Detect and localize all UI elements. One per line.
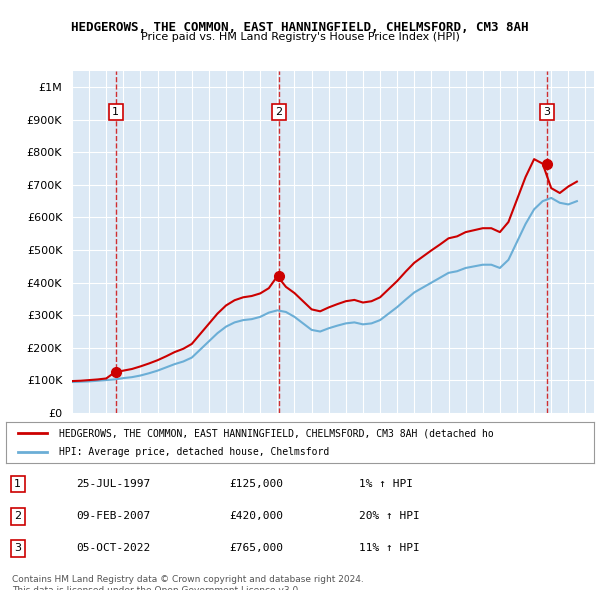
Text: 25-JUL-1997: 25-JUL-1997 [77, 479, 151, 489]
Text: 1: 1 [112, 107, 119, 117]
Text: 3: 3 [544, 107, 550, 117]
Text: HEDGEROWS, THE COMMON, EAST HANNINGFIELD, CHELMSFORD, CM3 8AH: HEDGEROWS, THE COMMON, EAST HANNINGFIELD… [71, 21, 529, 34]
Text: 2: 2 [14, 512, 22, 521]
Text: HPI: Average price, detached house, Chelmsford: HPI: Average price, detached house, Chel… [59, 447, 329, 457]
Text: £420,000: £420,000 [229, 512, 283, 521]
Text: 11% ↑ HPI: 11% ↑ HPI [359, 543, 419, 553]
Text: Contains HM Land Registry data © Crown copyright and database right 2024.
This d: Contains HM Land Registry data © Crown c… [12, 575, 364, 590]
Text: 2: 2 [275, 107, 283, 117]
Text: 09-FEB-2007: 09-FEB-2007 [77, 512, 151, 521]
Text: 3: 3 [14, 543, 21, 553]
Text: 20% ↑ HPI: 20% ↑ HPI [359, 512, 419, 521]
Text: Price paid vs. HM Land Registry's House Price Index (HPI): Price paid vs. HM Land Registry's House … [140, 32, 460, 42]
Text: £125,000: £125,000 [229, 479, 283, 489]
Text: 05-OCT-2022: 05-OCT-2022 [77, 543, 151, 553]
Text: 1: 1 [14, 479, 21, 489]
Text: £765,000: £765,000 [229, 543, 283, 553]
Text: HEDGEROWS, THE COMMON, EAST HANNINGFIELD, CHELMSFORD, CM3 8AH (detached ho: HEDGEROWS, THE COMMON, EAST HANNINGFIELD… [59, 428, 494, 438]
Text: 1% ↑ HPI: 1% ↑ HPI [359, 479, 413, 489]
